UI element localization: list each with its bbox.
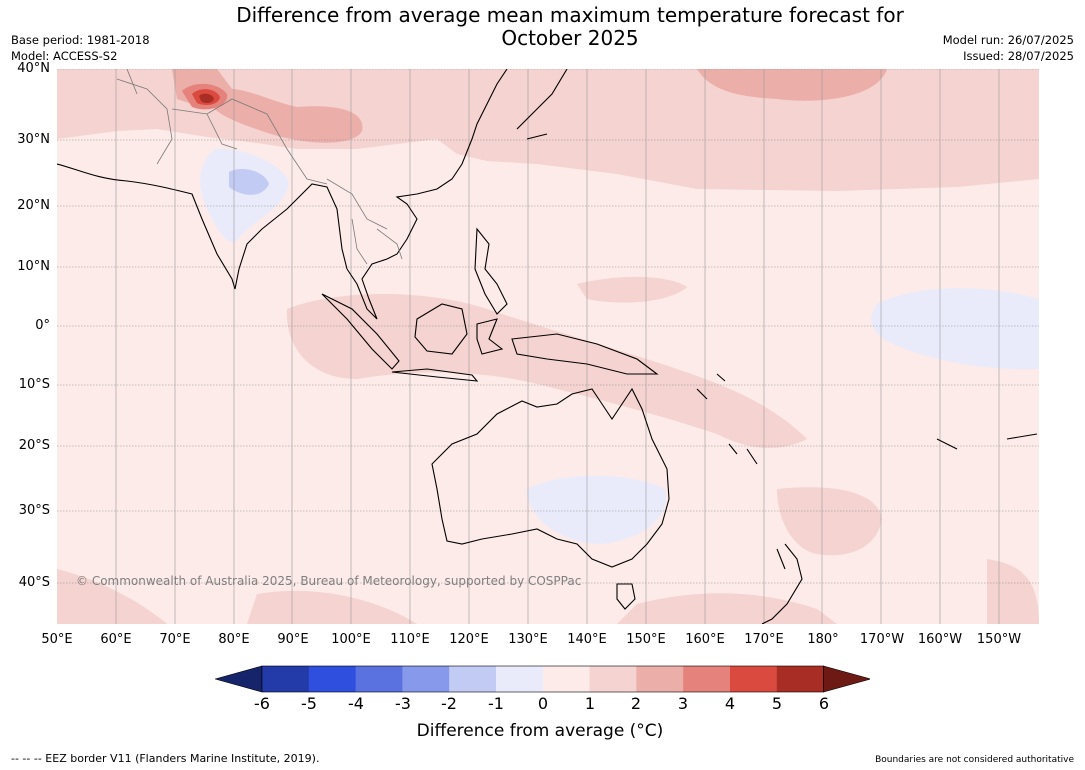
colorbar-tick: -4	[348, 694, 364, 713]
colorbar-segment	[542, 666, 591, 692]
colorbar-extend-low	[215, 665, 263, 693]
colorbar-title: Difference from average (°C)	[416, 721, 664, 741]
anomaly-cool-australia	[527, 475, 667, 544]
anomaly-warm-north-pacific	[697, 69, 887, 101]
colorbar-tick: 0	[537, 694, 549, 713]
coast-philippines	[474, 227, 508, 315]
meridians	[115, 69, 1000, 624]
lon-label: 60°E	[100, 632, 132, 647]
colorbar-tick: 5	[771, 694, 783, 713]
anomaly-warm-himalaya	[207, 88, 363, 143]
anomaly-warm-tasman	[777, 487, 882, 556]
coast-borneo	[414, 303, 468, 355]
coast-java	[391, 368, 479, 382]
map-title: Difference from average mean maximum tem…	[150, 4, 990, 50]
coast-indochina	[346, 69, 508, 320]
eez-legend: -- -- -- EEZ border V11 (Flanders Marine…	[11, 752, 320, 765]
lon-label: 170°E	[744, 632, 784, 647]
colorbar-segment	[308, 666, 357, 692]
colorbar-tick: 3	[677, 694, 689, 713]
anomaly-cool-india	[200, 148, 289, 243]
colorbar-tick: 4	[724, 694, 736, 713]
colorbar-outline	[261, 665, 824, 693]
colorbar-segment	[402, 666, 450, 692]
lon-label: 80°E	[218, 632, 250, 647]
anomaly-cool-india-core	[229, 169, 269, 195]
coast-sumatra	[321, 293, 400, 370]
anomaly-warm-south	[57, 559, 1039, 624]
colorbar-segment	[449, 666, 497, 692]
coast-sulawesi	[476, 318, 504, 355]
lon-label: 160°W	[917, 632, 963, 647]
coastlines	[57, 69, 1038, 624]
colorbar-tick: -1	[488, 694, 504, 713]
lat-label: 0°	[35, 318, 50, 333]
coast-tasmania	[616, 583, 636, 610]
lon-label: 50°E	[41, 632, 73, 647]
lat-label: 10°S	[18, 377, 50, 392]
country-borders	[116, 69, 403, 265]
lat-label: 30°S	[18, 503, 50, 518]
colorbar-segment	[355, 666, 403, 692]
lon-label: 90°E	[277, 632, 309, 647]
anomaly-cool-equatorial-pacific	[871, 288, 1039, 370]
coast-australia	[431, 387, 670, 568]
lat-label: 40°N	[17, 61, 50, 76]
anomaly-warm-equatorial-pacific	[577, 276, 687, 303]
lon-label: 160°E	[685, 632, 725, 647]
colorbar-tick: 1	[584, 694, 596, 713]
anomaly-hotspot-core	[199, 93, 214, 104]
anomaly-fields	[57, 69, 1039, 624]
colorbar-tick: 6	[818, 694, 830, 713]
coast-new-guinea	[511, 333, 659, 375]
lon-label: 70°E	[159, 632, 191, 647]
lat-label: 20°S	[18, 438, 50, 453]
coast-pacific-islands	[696, 373, 1038, 465]
coast-arabia-india	[57, 163, 348, 290]
title-line-1: Difference from average mean maximum tem…	[236, 3, 904, 27]
colorbar	[215, 665, 870, 693]
colorbar-segment	[683, 666, 731, 692]
meta-left: Base period: 1981-2018 Model: ACCESS-S2	[11, 32, 150, 64]
lat-label: 20°N	[17, 198, 50, 213]
lon-label: 150°E	[626, 632, 666, 647]
colorbar-tick: -2	[441, 694, 457, 713]
colorbar-segment	[636, 666, 684, 692]
colorbar-segment	[589, 666, 637, 692]
lat-label: 10°N	[17, 259, 50, 274]
model-name: Model: ACCESS-S2	[11, 49, 118, 63]
lon-label: 170°W	[859, 632, 905, 647]
lon-label: 140°E	[567, 632, 607, 647]
lon-label: 110°E	[390, 632, 430, 647]
colorbar-tick: 2	[630, 694, 642, 713]
anomaly-warm-indonesia	[286, 294, 807, 449]
colorbar-segment	[730, 666, 778, 692]
base-period: Base period: 1981-2018	[11, 33, 150, 47]
coast-japan	[516, 69, 568, 140]
title-line-2: October 2025	[501, 26, 639, 50]
lat-label: 40°S	[18, 575, 50, 590]
lon-label: 150°W	[976, 632, 1022, 647]
lon-label: 120°E	[449, 632, 489, 647]
colorbar-segment	[776, 666, 825, 692]
map-svg	[57, 69, 1039, 624]
lon-label: 130°E	[508, 632, 548, 647]
colorbar-extend-high	[823, 665, 870, 693]
meta-right: Model run: 26/07/2025 Issued: 28/07/2025	[943, 32, 1074, 64]
colorbar-segment	[262, 666, 310, 692]
colorbar-segment	[496, 666, 544, 692]
boundaries-disclaimer: Boundaries are not considered authoritat…	[875, 755, 1074, 765]
colorbar-tick: -5	[301, 694, 317, 713]
forecast-map	[57, 69, 1039, 624]
lon-label: 100°E	[331, 632, 371, 647]
model-run: Model run: 26/07/2025	[942, 33, 1074, 47]
colorbar-tick: -6	[254, 694, 270, 713]
lon-label: 180°	[807, 632, 839, 647]
lat-label: 30°N	[17, 132, 50, 147]
issued-date: Issued: 28/07/2025	[963, 49, 1074, 63]
coast-new-zealand	[761, 543, 803, 624]
colorbar-tick: -3	[395, 694, 411, 713]
copyright-notice: © Commonwealth of Australia 2025, Bureau…	[76, 574, 582, 588]
